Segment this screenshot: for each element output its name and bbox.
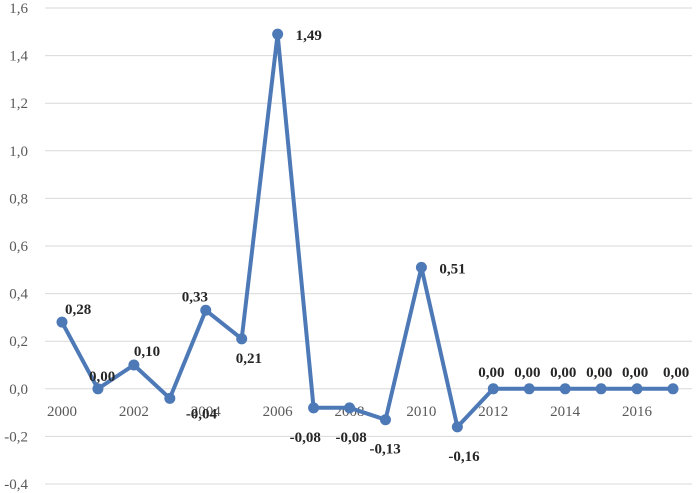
data-label: 0,00: [89, 369, 115, 385]
y-tick-label: 0,6: [9, 239, 28, 255]
data-label: 0,28: [65, 302, 91, 318]
data-point: [487, 383, 499, 395]
x-tick-label: 2002: [119, 404, 149, 420]
gridlines: [45, 7, 692, 485]
y-tick-label: 0,2: [9, 334, 28, 350]
y-tick-label: 1,4: [9, 49, 28, 65]
data-point: [595, 383, 607, 395]
data-point: [667, 383, 679, 395]
data-label: -0,08: [290, 430, 321, 446]
data-label: 0,00: [550, 365, 576, 381]
x-axis-tick-labels: 200020022004200620082010201220142016: [47, 404, 653, 420]
data-label: 0,00: [514, 365, 540, 381]
data-point: [164, 392, 176, 404]
x-tick-label: 2016: [622, 404, 653, 420]
data-point: [415, 261, 427, 273]
y-tick-label: 1,2: [9, 96, 28, 112]
series-line-path: [60, 32, 673, 429]
data-point: [272, 28, 284, 40]
data-point: [559, 383, 571, 395]
data-point: [128, 359, 140, 371]
x-tick-label: 2014: [550, 404, 581, 420]
data-point: [631, 383, 643, 395]
x-tick-label: 2000: [47, 404, 77, 420]
data-label: 0,51: [439, 261, 465, 277]
data-label: 0,00: [478, 365, 504, 381]
data-label: 0,00: [586, 365, 612, 381]
x-tick-label: 2012: [478, 404, 508, 420]
data-label: 1,49: [296, 28, 322, 44]
data-point: [200, 304, 212, 316]
data-point: [236, 333, 248, 345]
x-tick-label: 2004: [191, 404, 222, 420]
x-tick-label: 2006: [263, 404, 294, 420]
x-tick-label: 2010: [406, 404, 436, 420]
y-tick-label: 0,0: [9, 382, 28, 398]
data-label: 0,10: [134, 344, 160, 360]
data-labels: 0,280,000,10-0,040,330,211,49-0,08 -0,08-…: [65, 28, 689, 465]
data-label: 0,21: [236, 351, 262, 367]
data-label: -0,16: [448, 449, 480, 465]
y-tick-label: 1,6: [9, 1, 28, 17]
data-label: -0,13: [369, 442, 400, 458]
data-label: 0,00: [663, 365, 689, 381]
data-point: [344, 402, 356, 414]
data-label: -0,04: [186, 406, 218, 422]
data-label: 0,33: [182, 289, 208, 305]
data-point: [92, 383, 104, 395]
data-point: [451, 421, 463, 433]
data-label: -0,08: [336, 430, 367, 446]
y-tick-label: 0,8: [9, 191, 28, 207]
data-point: [56, 316, 68, 328]
series-points: [56, 28, 679, 433]
series-line: [60, 32, 673, 429]
data-point: [379, 414, 391, 426]
y-tick-label: 1,0: [9, 144, 28, 160]
y-axis-tick-labels: -0,4 -0,2 0,0 0,2 0,4 0,6 0,8 1,0 1,2 1,4 1,6: [4, 1, 28, 493]
data-point: [523, 383, 535, 395]
y-tick-label: -0,4: [4, 477, 28, 493]
data-point: [308, 402, 320, 414]
y-tick-label: -0,2: [4, 429, 28, 445]
y-tick-label: 0,4: [9, 287, 28, 303]
data-label: 0,00: [622, 365, 648, 381]
